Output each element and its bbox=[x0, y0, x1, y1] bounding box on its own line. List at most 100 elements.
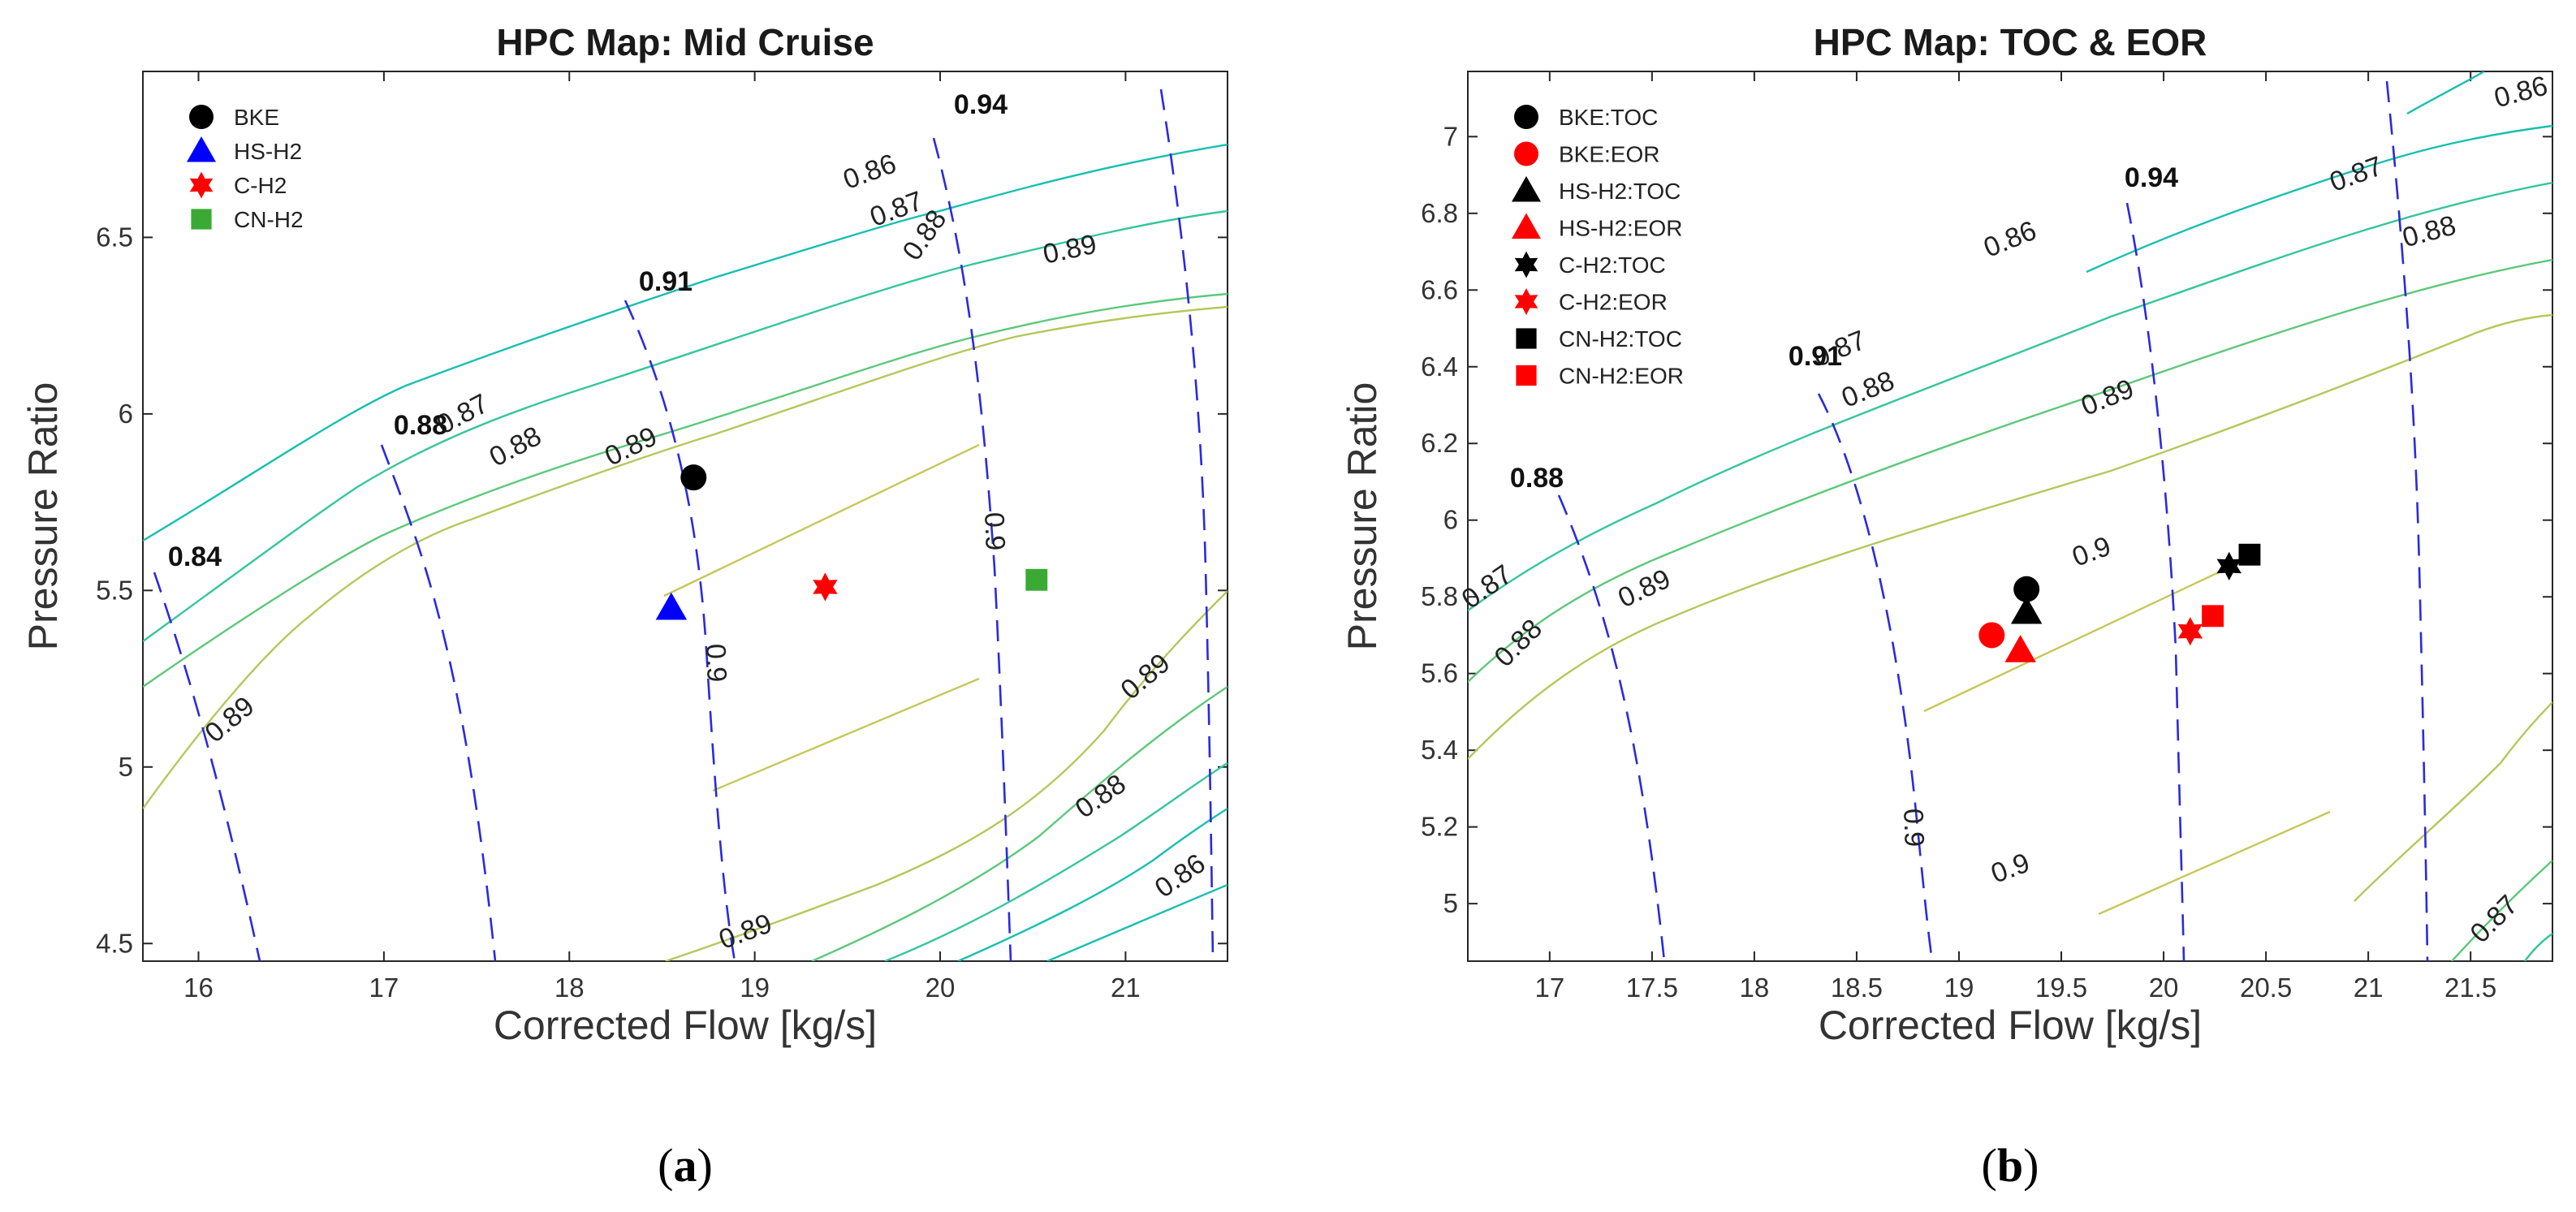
legend-marker-hs-h2-eor bbox=[1512, 213, 1541, 239]
svg-text:(a): (a) bbox=[658, 1139, 713, 1192]
b-speed-091 bbox=[1817, 393, 1934, 961]
panel-a-title: HPC Map: Mid Cruise bbox=[496, 21, 874, 63]
x-tick-label: 21.5 bbox=[2444, 973, 2496, 1003]
a-contour-086-lower bbox=[957, 807, 1228, 961]
y-tick-label: 5 bbox=[119, 752, 133, 782]
panel-b-title: HPC Map: TOC & EOR bbox=[1814, 21, 2207, 63]
a-contour-086 bbox=[143, 143, 1228, 542]
x-tick-label: 21 bbox=[1111, 973, 1141, 1003]
legend-label: BKE:EOR bbox=[1559, 142, 1659, 167]
a-speed-097 bbox=[1159, 88, 1215, 961]
panel-a-xlabel: Corrected Flow [kg/s] bbox=[494, 1003, 877, 1048]
a-speed-094 bbox=[932, 137, 1012, 961]
legend-label: HS-H2:EOR bbox=[1559, 216, 1682, 241]
a-speed-label: 0.84 bbox=[168, 541, 222, 572]
b-contour-086-top bbox=[2406, 71, 2485, 115]
x-tick-label: 17.5 bbox=[1626, 973, 1678, 1003]
legend-label: C-H2:TOC bbox=[1559, 252, 1666, 278]
b-contour-086 bbox=[2086, 124, 2552, 274]
panel-a-points bbox=[655, 464, 1048, 620]
b-contour-090-lower bbox=[2098, 810, 2331, 916]
legend-label: HS-H2 bbox=[234, 139, 302, 164]
legend-label: CN-H2:EOR bbox=[1559, 364, 1684, 389]
b-speed-088 bbox=[1557, 494, 1666, 961]
a-speed-label: 0.88 bbox=[394, 410, 447, 441]
data-point-c-h2-toc bbox=[2216, 551, 2242, 580]
data-point-cn-h2-toc bbox=[2238, 543, 2261, 566]
panel-b-legend: BKE:TOC BKE:EOR HS-H2:TOC HS-H2:EOR C-H2:TOC… bbox=[1512, 105, 1684, 389]
x-tick-label: 19 bbox=[1944, 973, 1974, 1003]
a-contour-090-upper bbox=[663, 443, 980, 597]
x-tick-label: 20 bbox=[926, 973, 956, 1003]
data-point-cn-h2-eor bbox=[2202, 605, 2224, 628]
b-contour-087 bbox=[1468, 181, 2552, 611]
y-tick-label: 5.4 bbox=[1421, 735, 1458, 765]
data-point-c-h2-eor bbox=[2177, 617, 2203, 646]
y-tick-label: 6.6 bbox=[1421, 274, 1458, 304]
y-tick-label: 5.6 bbox=[1421, 658, 1458, 688]
x-tick-label: 17 bbox=[369, 973, 399, 1003]
legend-label: C-H2:EOR bbox=[1559, 290, 1668, 315]
legend-marker-cn-h2-eor bbox=[1516, 364, 1537, 386]
a-contour-088 bbox=[143, 292, 1228, 688]
legend-marker-c-h2 bbox=[189, 171, 214, 199]
panel-a-contours bbox=[143, 88, 1228, 961]
x-tick-label: 19 bbox=[740, 973, 770, 1003]
legend-marker-c-h2-eor bbox=[1514, 288, 1538, 315]
b-speed-label: 0.9 bbox=[1897, 808, 1930, 848]
legend-marker-bke bbox=[189, 105, 214, 129]
y-tick-label: 5.2 bbox=[1421, 812, 1458, 842]
b-contour-087-lower bbox=[2524, 933, 2552, 961]
a-speed-label: 0.94 bbox=[954, 89, 1008, 120]
legend-label: CN-H2 bbox=[234, 207, 304, 232]
a-contour-089 bbox=[143, 305, 1228, 809]
legend-marker-hs-h2 bbox=[187, 136, 216, 162]
panel-a-axis-ticks: 16 17 18 19 20 21 4.5 5 5.5 6 6.5 bbox=[96, 71, 1228, 1003]
x-tick-label: 17 bbox=[1534, 973, 1564, 1003]
x-tick-label: 21 bbox=[2354, 973, 2384, 1003]
a-speed-label: 0.9 bbox=[978, 511, 1011, 551]
x-tick-label: 18 bbox=[1740, 973, 1770, 1003]
panel-b-axis-ticks: 17 17.5 18 18.5 19 19.5 20 20.5 21 21.5 5 5.2 5.4 5.6… bbox=[1421, 71, 2552, 1003]
b-contour-088 bbox=[1468, 258, 2552, 683]
data-point-bke-toc bbox=[2013, 576, 2040, 602]
data-point-c-h2 bbox=[813, 572, 838, 602]
svg-text:(b): (b) bbox=[1982, 1139, 2039, 1192]
y-tick-label: 5.5 bbox=[96, 575, 133, 605]
a-contour-087-lower bbox=[884, 761, 1228, 961]
a-contour-087 bbox=[143, 209, 1228, 642]
a-speed-084 bbox=[153, 571, 261, 961]
legend-marker-c-h2-toc bbox=[1514, 251, 1538, 278]
panel-b: HPC Map: TOC & EOR 17 17.5 18 18.5 19 19.5 20 2… bbox=[1340, 21, 2553, 1192]
panel-a: HPC Map: Mid Cruise 16 17 18 19 20 21 4.5 5 5.5 6… bbox=[20, 21, 1228, 1192]
data-point-hs-h2-toc bbox=[2010, 596, 2043, 624]
panel-a-ylabel: Pressure Ratio bbox=[20, 382, 66, 651]
x-tick-label: 20 bbox=[2149, 973, 2179, 1003]
data-point-hs-h2 bbox=[655, 592, 688, 620]
panel-a-plot-area bbox=[142, 71, 1228, 962]
panel-b-ylabel: Pressure Ratio bbox=[1340, 382, 1385, 651]
panel-b-subfigure-label: (b) bbox=[1982, 1139, 2039, 1192]
legend-label: CN-H2:TOC bbox=[1559, 326, 1682, 352]
a-contour-089-lower bbox=[665, 590, 1228, 961]
b-speed-label: 0.88 bbox=[1510, 463, 1564, 494]
legend-marker-cn-h2 bbox=[191, 209, 212, 230]
legend-label: HS-H2:TOC bbox=[1559, 179, 1681, 204]
y-tick-label: 6.5 bbox=[96, 222, 133, 252]
y-tick-label: 6.4 bbox=[1421, 352, 1458, 382]
b-speed-label: 0.94 bbox=[2125, 162, 2178, 193]
legend-label: BKE bbox=[234, 105, 279, 130]
panel-a-legend: BKE HS-H2 C-H2 CN-H2 bbox=[187, 105, 304, 232]
a-contour-088-lower bbox=[811, 685, 1228, 961]
b-contour-089 bbox=[1468, 313, 2552, 760]
b-contour-088-lower bbox=[2451, 860, 2552, 961]
x-tick-label: 20.5 bbox=[2240, 973, 2292, 1003]
y-tick-label: 6.8 bbox=[1421, 198, 1458, 228]
y-tick-label: 6.2 bbox=[1421, 428, 1458, 458]
b-contour-090-upper bbox=[1923, 563, 2235, 713]
panel-b-plot-area bbox=[1467, 71, 2553, 962]
x-tick-label: 18.5 bbox=[1831, 973, 1883, 1003]
y-tick-label: 7 bbox=[1443, 121, 1458, 151]
panel-b-contours bbox=[1468, 71, 2552, 961]
